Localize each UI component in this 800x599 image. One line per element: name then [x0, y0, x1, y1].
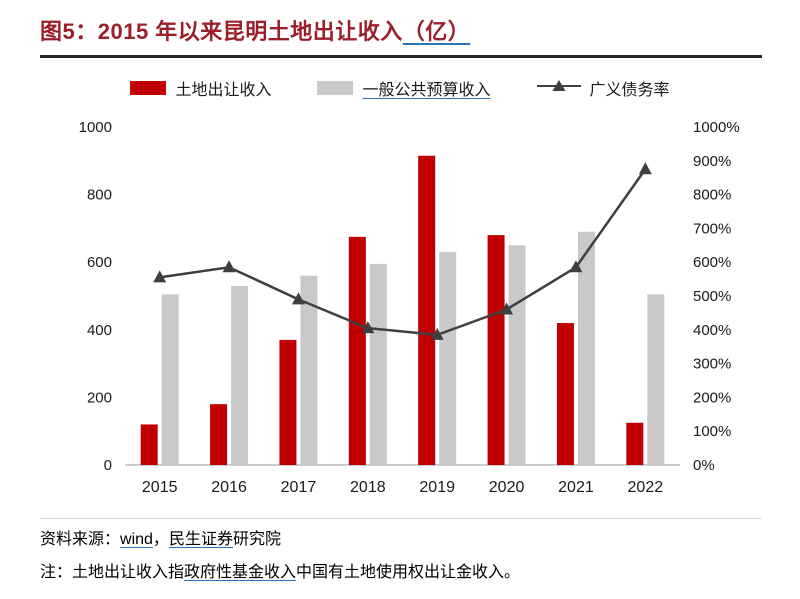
svg-text:800%: 800%: [693, 187, 731, 204]
svg-text:0%: 0%: [693, 457, 715, 474]
note-prefix: 注：土地出让收入指: [40, 564, 185, 581]
figure-title: 图5：2015 年以来昆明土地出让收入（亿）: [40, 19, 470, 44]
legend-label-debt-ratio: 广义债务率: [589, 82, 670, 99]
source-line: 资料来源：wind，民生证券研究院: [40, 529, 762, 551]
legend-line-triangle-marker-icon: [536, 78, 581, 99]
note-line: 注：土地出让收入指政府性基金收入中国有土地使用权出让金收入。: [40, 562, 762, 584]
legend-item-land-revenue: 土地出让收入: [130, 76, 271, 100]
svg-text:100%: 100%: [693, 423, 731, 440]
svg-text:2017: 2017: [281, 479, 317, 496]
svg-text:900%: 900%: [693, 153, 731, 170]
legend-swatch-gray: [317, 81, 354, 95]
source-link-minsheng[interactable]: 民生证券: [168, 531, 233, 548]
svg-text:300%: 300%: [693, 356, 731, 373]
svg-text:400: 400: [87, 322, 112, 339]
svg-text:2021: 2021: [558, 479, 594, 496]
svg-text:600%: 600%: [693, 254, 731, 271]
legend-item-budget-revenue: 一般公共预算收入: [317, 76, 491, 100]
note-suffix: 中国有土地使用权出让金收入。: [296, 564, 521, 581]
chart-canvas: 0 200 400 600 800 1000 0% 100% 200% 300% 400% 500% 6…: [79, 119, 740, 496]
svg-text:0: 0: [104, 457, 112, 474]
figure-title-block: 图5：2015 年以来昆明土地出让收入（亿）: [40, 14, 762, 58]
figure-title-unit: （亿）: [402, 19, 471, 44]
svg-text:1000: 1000: [79, 119, 112, 136]
svg-text:2018: 2018: [350, 479, 386, 496]
svg-text:2019: 2019: [419, 479, 455, 496]
svg-text:2016: 2016: [211, 479, 247, 496]
figure-footer: 资料来源：wind，民生证券研究院 注：土地出让收入指政府性基金收入中国有土地使…: [40, 518, 762, 584]
source-link-wind[interactable]: wind: [120, 531, 153, 548]
svg-text:600: 600: [87, 254, 112, 271]
chart-legend: 土地出让收入 一般公共预算收入 广义债务率: [0, 76, 800, 100]
svg-text:500%: 500%: [693, 288, 731, 305]
source-prefix: 资料来源：: [40, 531, 121, 548]
svg-text:2015: 2015: [142, 479, 178, 496]
legend-label-land-revenue: 土地出让收入: [175, 82, 272, 99]
figure-title-text: 图5：2015 年以来昆明土地出让收入: [40, 19, 403, 44]
legend-item-debt-ratio: 广义债务率: [536, 76, 670, 100]
svg-text:200: 200: [87, 389, 112, 406]
svg-text:2020: 2020: [489, 479, 525, 496]
svg-text:400%: 400%: [693, 322, 731, 339]
source-suffix: 研究院: [232, 531, 281, 548]
svg-text:200%: 200%: [693, 389, 731, 406]
svg-text:700%: 700%: [693, 220, 731, 237]
legend-swatch-red: [130, 81, 167, 95]
source-separator: ，: [152, 531, 169, 548]
svg-text:800: 800: [87, 187, 112, 204]
legend-label-budget-revenue[interactable]: 一般公共预算收入: [362, 82, 491, 99]
note-link-government-fund[interactable]: 政府性基金收入: [184, 564, 297, 581]
svg-text:1000%: 1000%: [693, 119, 740, 136]
svg-text:2022: 2022: [628, 479, 664, 496]
